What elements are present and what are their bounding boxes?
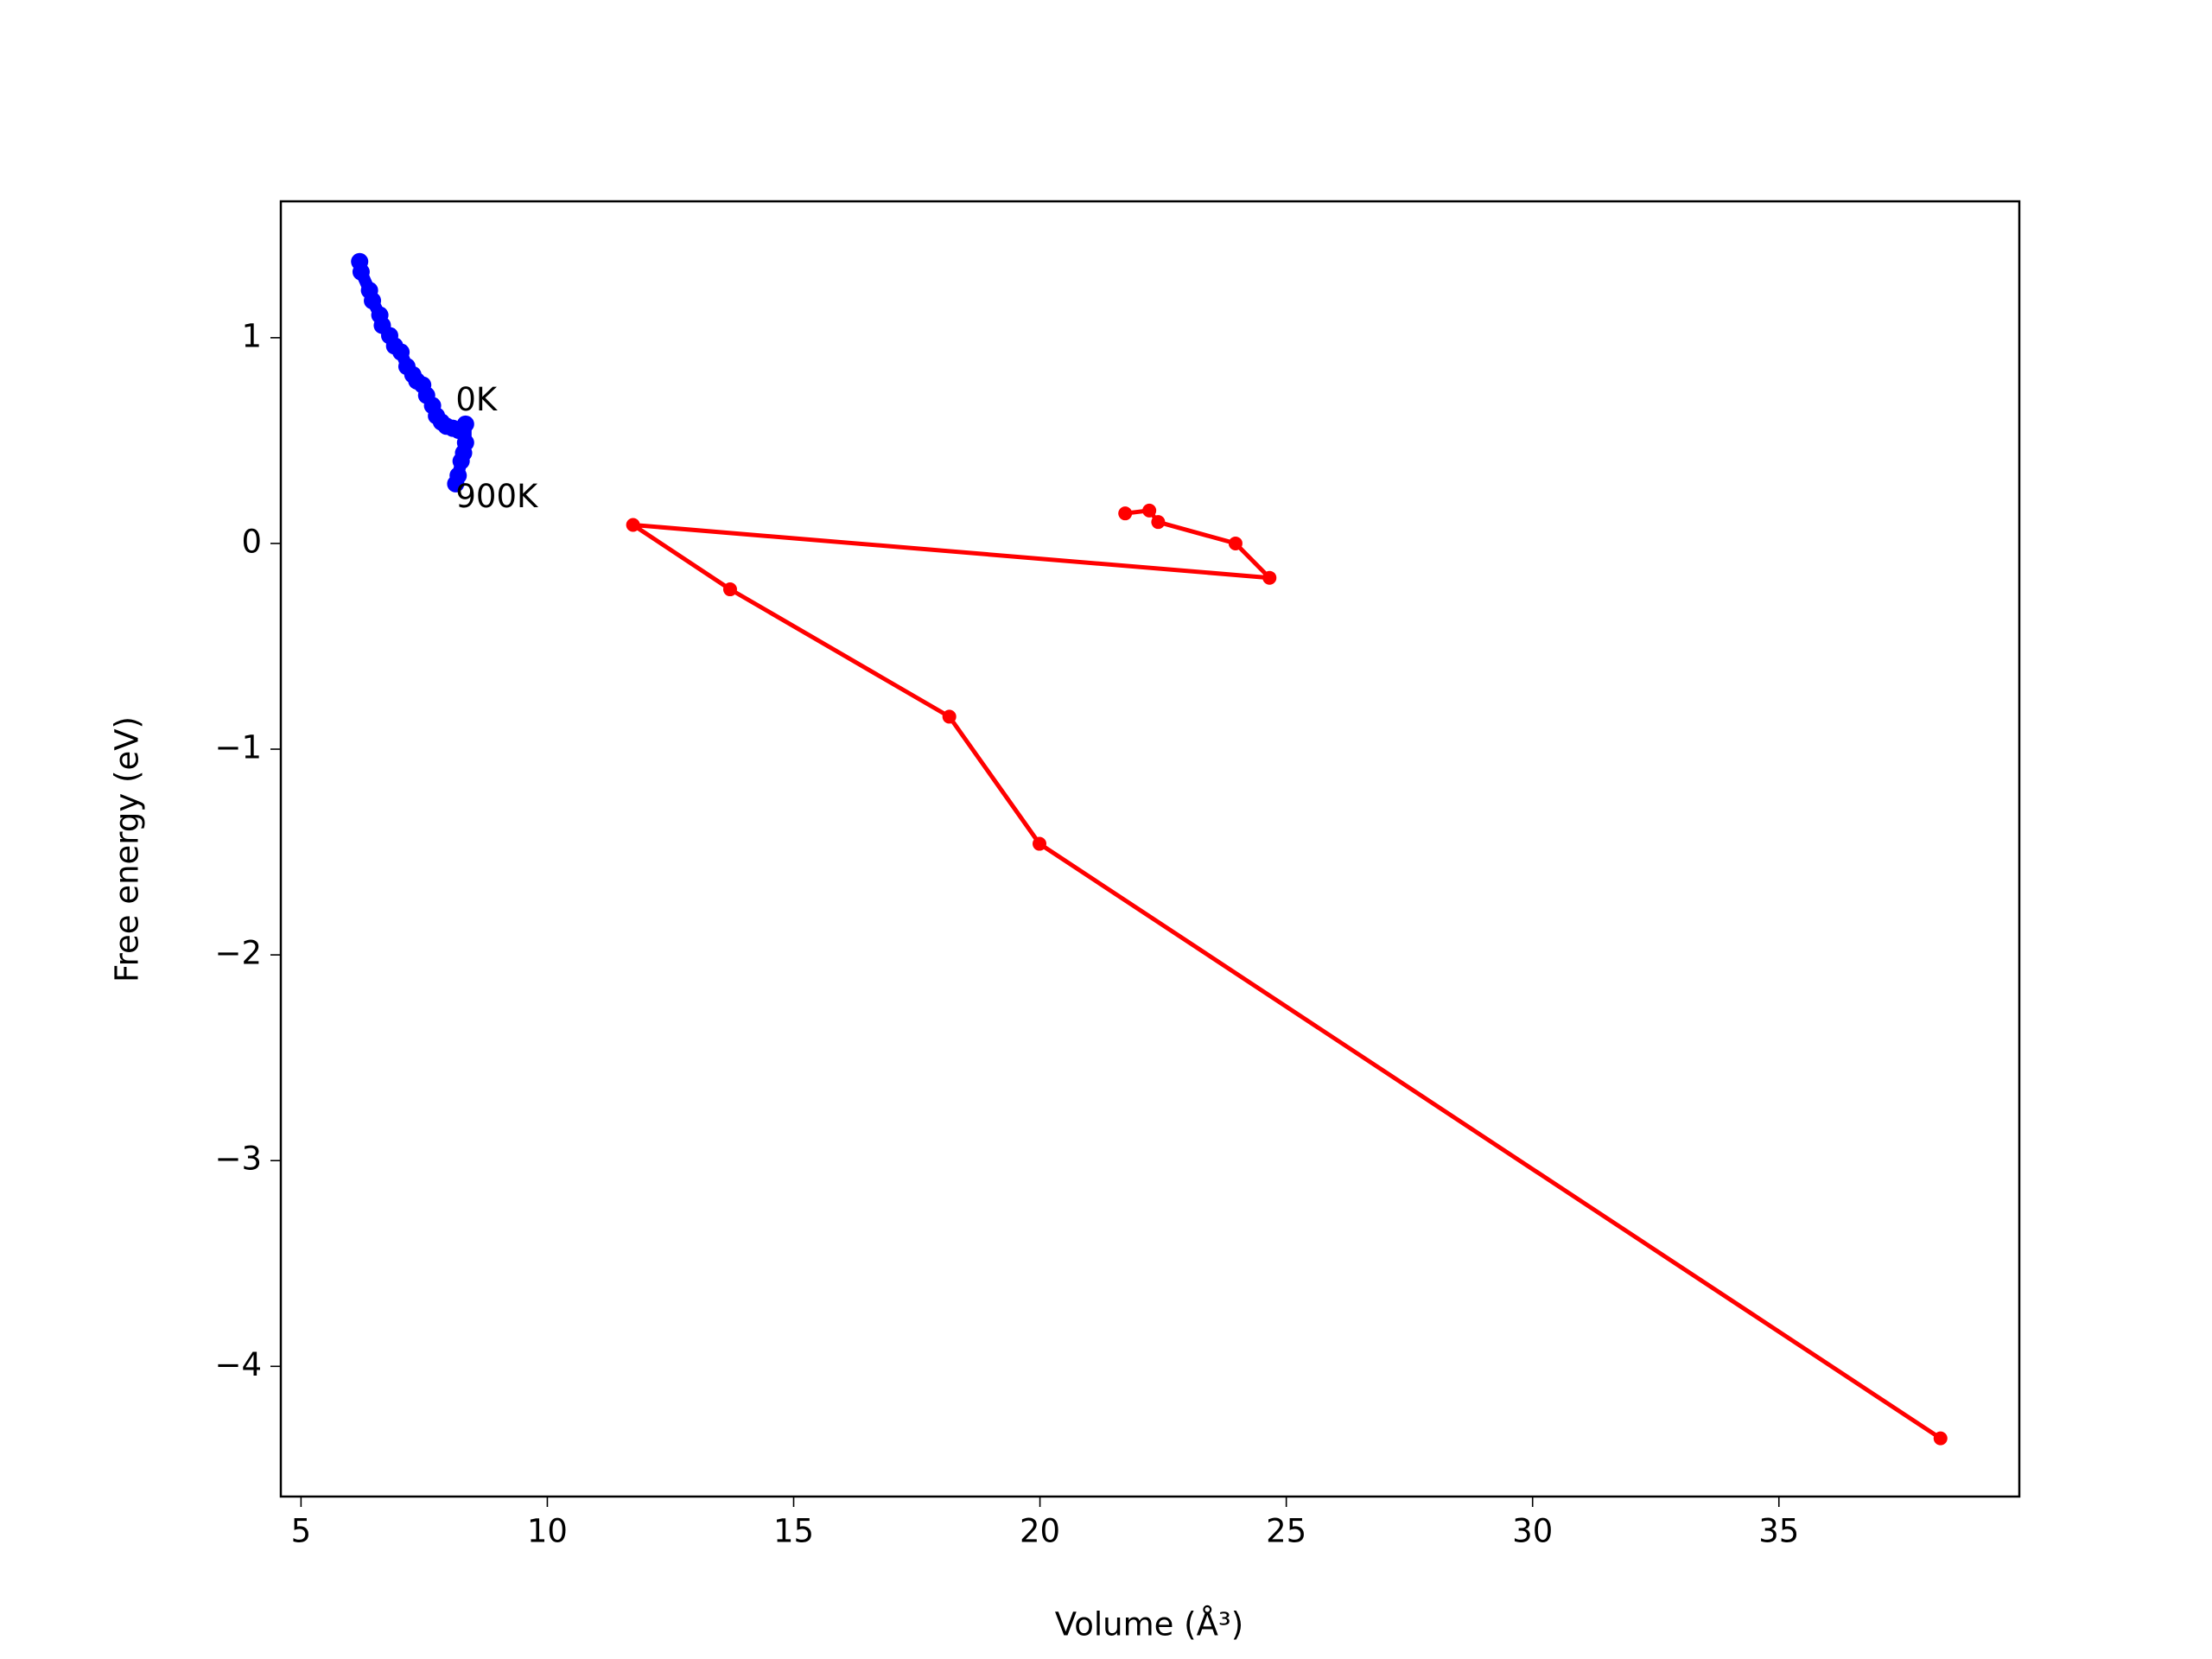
plot-frame: [279, 200, 2021, 1498]
data-point: [452, 452, 470, 470]
x-tick-label: 25: [1266, 1513, 1306, 1550]
y-tick-label: −2: [214, 935, 262, 972]
data-point: [352, 263, 370, 281]
data-point: [447, 474, 465, 493]
data-point: [626, 518, 640, 532]
series-line: [631, 508, 1942, 1440]
x-tick-label: 5: [291, 1513, 312, 1550]
y-tick-label: −3: [214, 1141, 262, 1178]
y-axis-label: Free energy (eV): [109, 716, 146, 982]
x-tick-label: 15: [773, 1513, 814, 1550]
x-tick-label: 10: [527, 1513, 568, 1550]
y-tick-label: −1: [214, 729, 262, 766]
data-point: [1151, 515, 1166, 530]
x-axis-label: Volume (Å³): [1055, 1605, 1243, 1643]
x-tick-label: 20: [1020, 1513, 1060, 1550]
data-point: [1933, 1431, 1948, 1446]
annotation: 900K: [455, 478, 539, 515]
data-point: [1033, 836, 1047, 851]
x-tick-label: 30: [1512, 1513, 1553, 1550]
x-tick-label: 35: [1758, 1513, 1799, 1550]
data-point: [456, 415, 474, 433]
data-point: [722, 582, 737, 597]
data-point: [1142, 503, 1157, 518]
data-point: [364, 291, 382, 309]
data-point: [1118, 506, 1133, 521]
data-point: [942, 709, 957, 724]
data-point: [1228, 536, 1243, 550]
data-point: [392, 343, 410, 361]
data-point: [1262, 570, 1277, 585]
y-tick-label: −4: [214, 1346, 262, 1383]
annotation: 0K: [455, 381, 499, 418]
y-tick-label: 1: [241, 317, 262, 354]
y-tick-label: 0: [241, 523, 262, 560]
